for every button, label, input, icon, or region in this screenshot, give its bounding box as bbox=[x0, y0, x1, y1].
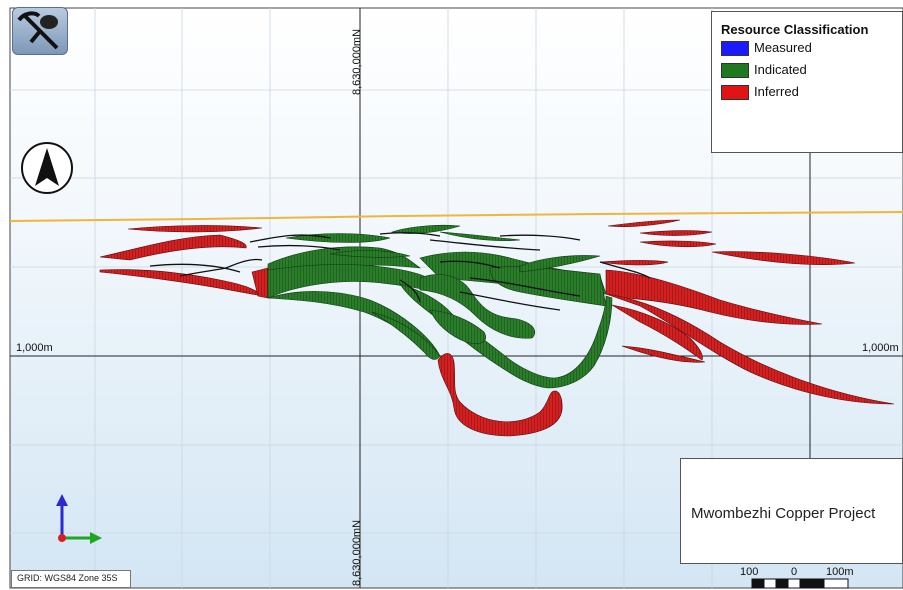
legend-label: Inferred bbox=[754, 84, 799, 99]
legend: Resource Classification Measured Indicat… bbox=[711, 11, 903, 153]
north-arrow-icon bbox=[21, 142, 73, 194]
northing-label-top: 8,630,000mN bbox=[351, 28, 363, 95]
legend-label: Indicated bbox=[754, 62, 807, 77]
inferred-lenses bbox=[99, 219, 895, 437]
project-title-box: Mwombezhi Copper Project bbox=[680, 458, 903, 564]
northing-label-bottom: 8,630,000mN bbox=[351, 519, 363, 586]
topography-line bbox=[9, 211, 903, 222]
scale-bar bbox=[751, 578, 849, 589]
project-title: Mwombezhi Copper Project bbox=[691, 505, 876, 522]
elevation-label-right: 1,000m bbox=[862, 342, 899, 354]
scale-label-zero: 0 bbox=[791, 566, 798, 578]
legend-swatch-inferred bbox=[721, 85, 749, 100]
axis-triad-icon bbox=[56, 494, 102, 544]
fault-lines bbox=[149, 232, 651, 311]
scale-label-right: 100m bbox=[826, 566, 854, 578]
legend-label: Measured bbox=[754, 40, 812, 55]
scale-label-left: 100 bbox=[740, 566, 759, 578]
grid-label-box: GRID: WGS84 Zone 35S bbox=[11, 570, 131, 588]
pick-and-rock-icon bbox=[12, 7, 68, 55]
legend-swatch-measured bbox=[721, 41, 749, 56]
legend-swatch-indicated bbox=[721, 63, 749, 78]
elevation-label-left: 1,000m bbox=[16, 342, 53, 354]
grid-label: GRID: WGS84 Zone 35S bbox=[17, 573, 118, 583]
legend-title: Resource Classification bbox=[721, 22, 869, 37]
